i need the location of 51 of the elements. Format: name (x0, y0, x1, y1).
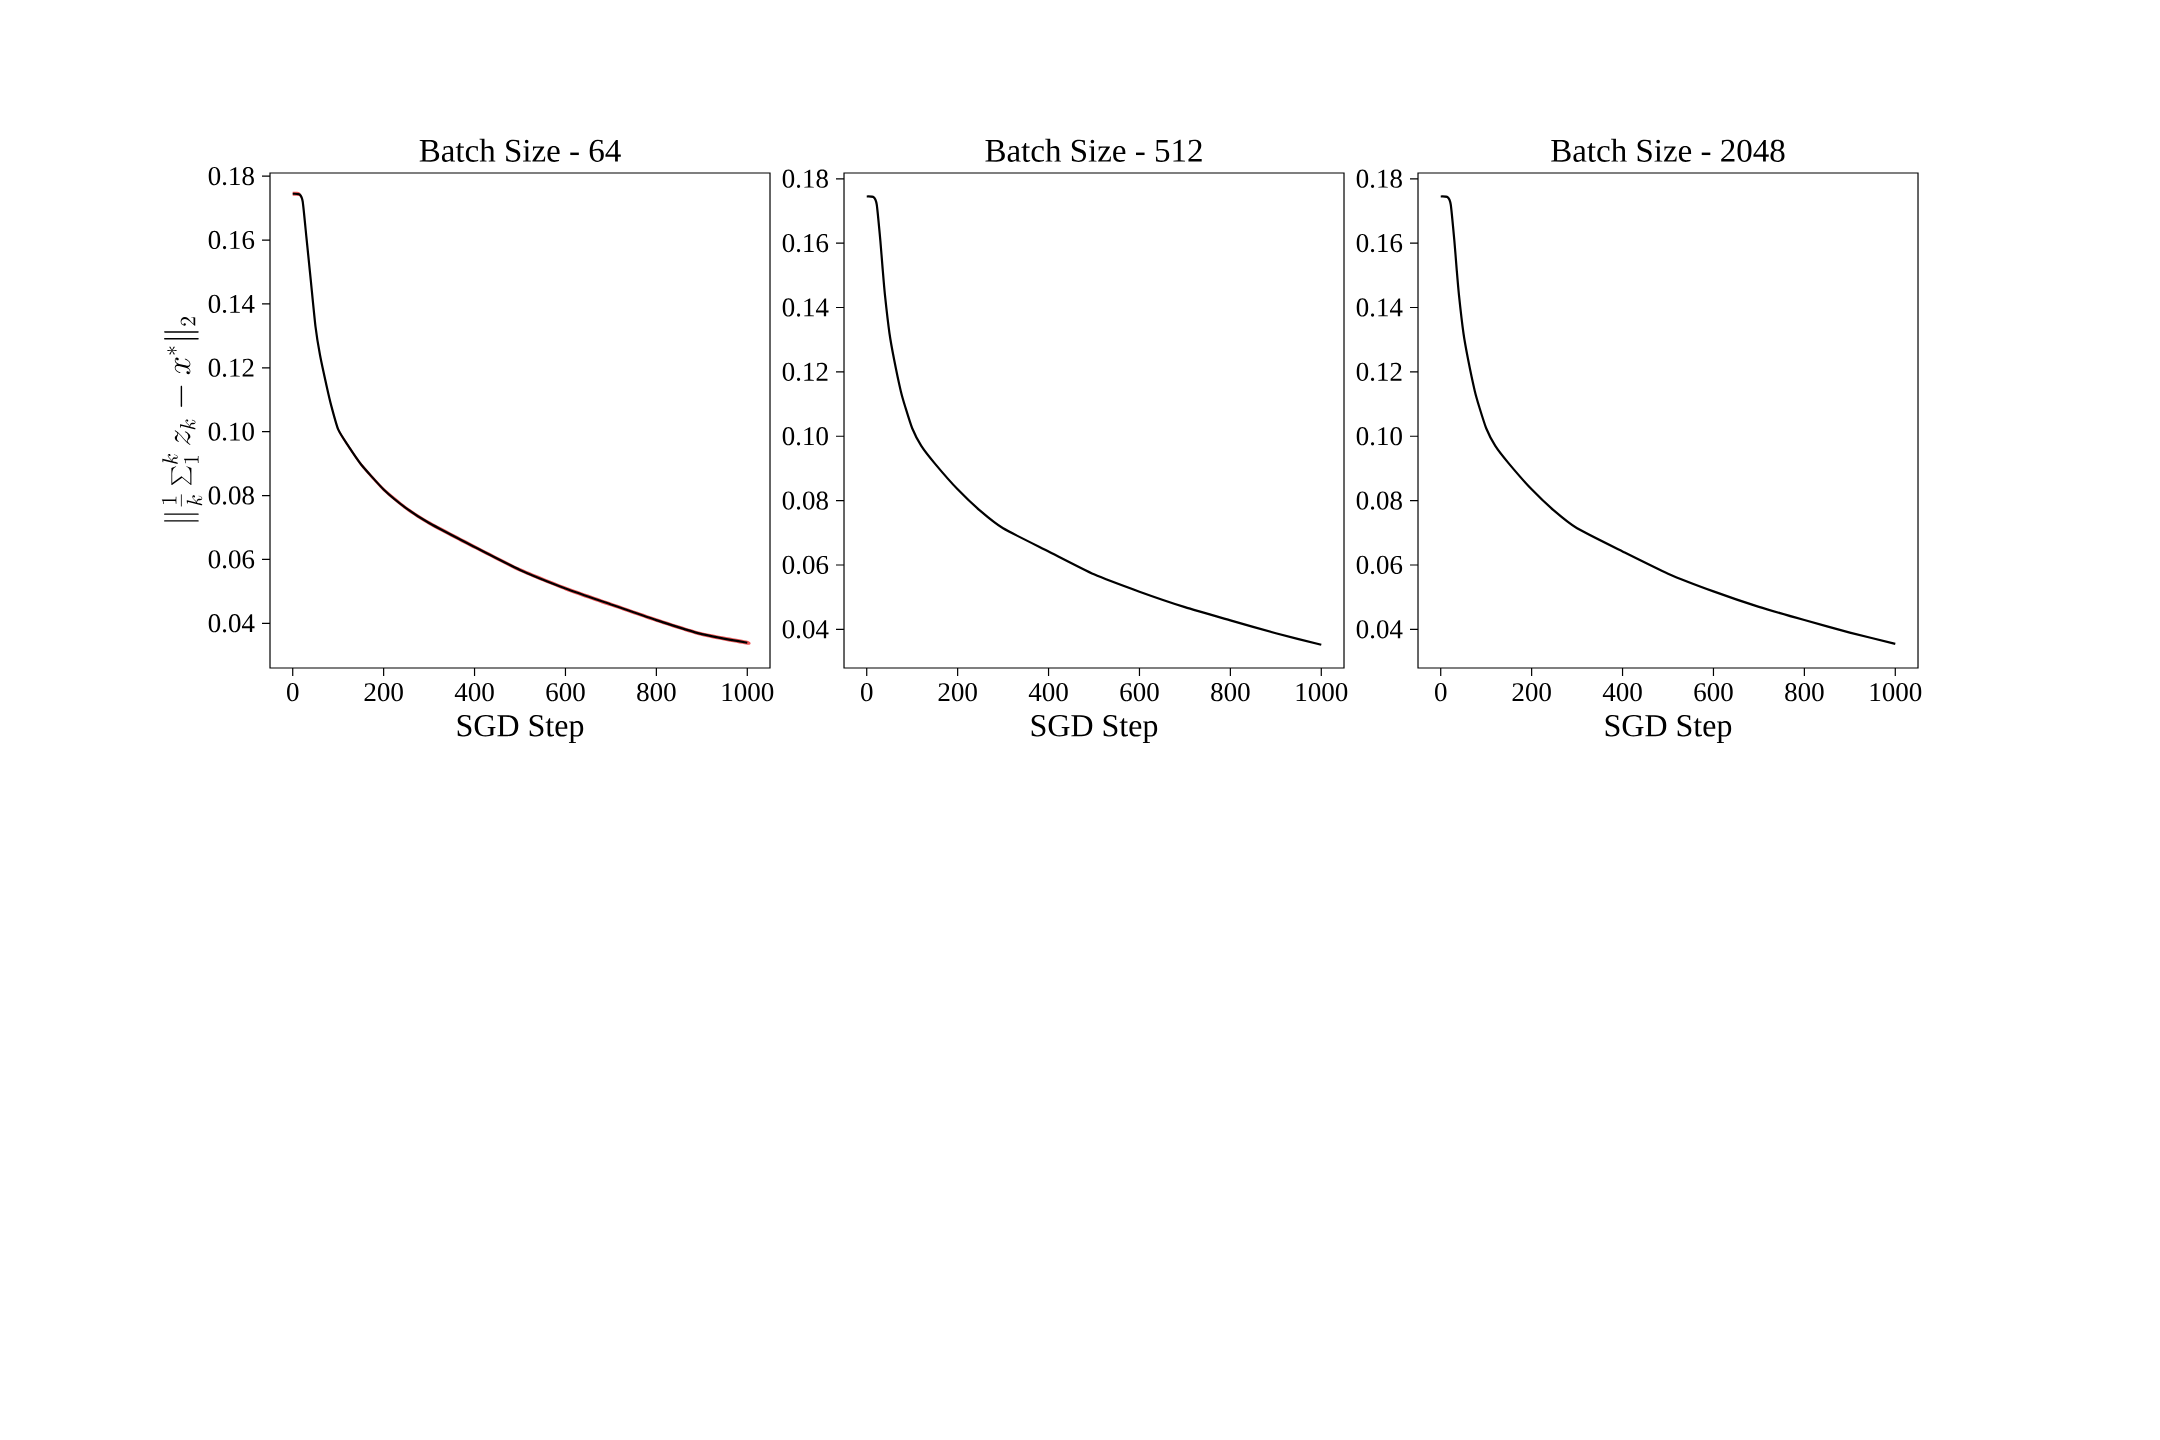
y-tick-label: 0.12 (208, 358, 254, 377)
x-tick-label: 200 (1512, 683, 1551, 702)
x-tick-label: 600 (1120, 683, 1159, 702)
x-axis-title: SGD Step (1031, 715, 1158, 743)
x-tick-label: 600 (1694, 683, 1733, 702)
x-tick-label: 400 (454, 683, 494, 702)
y-tick-label: 0.18 (208, 166, 254, 186)
x-tick-label: 400 (1602, 683, 1642, 702)
x-tick-label: 1000 (722, 683, 774, 702)
y-tick-label: 0.04 (1356, 620, 1403, 639)
x-tick-label: 800 (637, 683, 676, 702)
chart-title: Batch Size - 64 (419, 138, 621, 162)
y-tick-label: 0.16 (1356, 233, 1403, 253)
y-tick-label: 0.14 (1356, 298, 1403, 317)
y-tick-label: 0.16 (208, 230, 255, 250)
y-tick-label: 0.10 (208, 422, 254, 441)
x-axis-title: SGD Step (1605, 715, 1732, 743)
x-tick-label: 200 (364, 683, 403, 702)
y-tick-label: 0.06 (782, 555, 829, 575)
y-tick-label: 0.06 (1356, 555, 1403, 575)
x-tick-label: 1000 (1870, 683, 1922, 702)
y-tick-label: 0.14 (782, 298, 829, 317)
x-tick-label: 800 (1785, 683, 1824, 702)
y-axis-title: $\|\frac{1}{k}\sum_1^k z_k - x^*\|_2$ (161, 316, 203, 522)
line-series (865, 195, 1323, 646)
x-tick-label: 0 (861, 683, 873, 702)
y-tick-label: 0.12 (1356, 362, 1402, 382)
y-tick-label: 0.08 (208, 486, 254, 505)
y-tick-label: 0.06 (208, 550, 255, 569)
y-tick-label: 0.04 (782, 620, 829, 639)
x-tick-label: 0 (287, 683, 299, 702)
y-tick-label: 0.12 (782, 362, 828, 382)
y-tick-label: 0.10 (1356, 427, 1402, 446)
x-axis-title: SGD Step (457, 715, 584, 743)
y-tick-label: 0.04 (208, 614, 255, 633)
x-tick-label: 800 (1211, 683, 1250, 702)
x-tick-label: 600 (546, 683, 585, 702)
x-tick-label: 1000 (1296, 683, 1348, 702)
chart-title: Batch Size - 2048 (1551, 138, 1785, 162)
y-tick-label: 0.18 (1356, 169, 1402, 188)
y-tick-label: 0.16 (782, 233, 829, 253)
y-tick-label: 0.08 (1356, 491, 1402, 510)
y-tick-label: 0.10 (782, 427, 828, 446)
x-tick-label: 0 (1435, 683, 1447, 702)
y-tick-label: 0.14 (208, 294, 255, 314)
chart-title: Batch Size - 512 (985, 138, 1202, 162)
y-tick-label: 0.18 (782, 169, 828, 188)
x-tick-label: 400 (1028, 683, 1068, 702)
x-tick-label: 200 (938, 683, 977, 702)
line-series (1439, 195, 1897, 645)
y-tick-label: 0.08 (782, 491, 828, 510)
